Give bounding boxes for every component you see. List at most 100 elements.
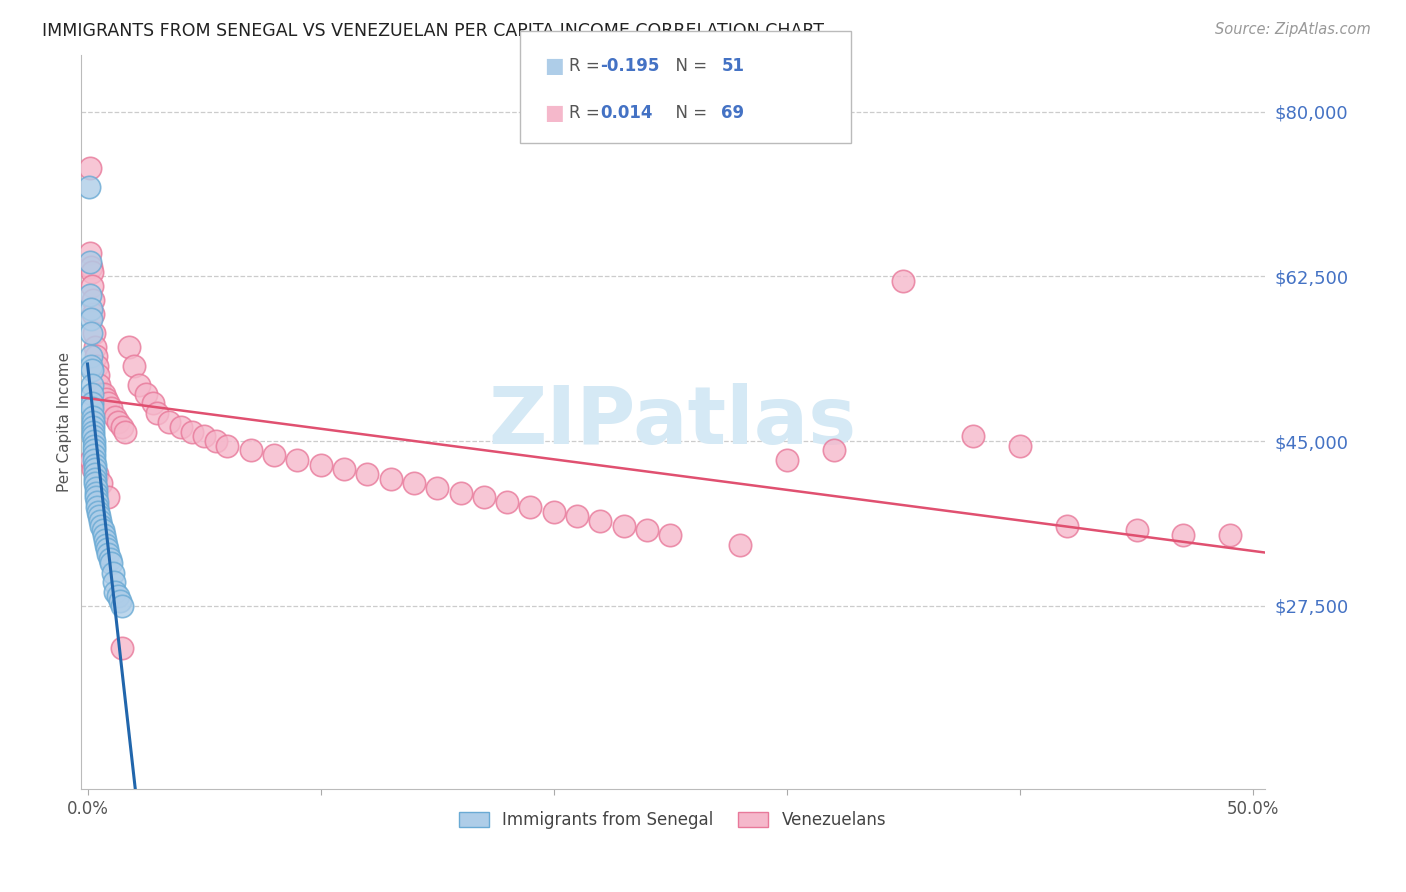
Point xyxy=(93,387,115,401)
Point xyxy=(82,307,104,321)
Point xyxy=(107,589,129,603)
Point xyxy=(426,481,449,495)
Legend: Immigrants from Senegal, Venezuelans: Immigrants from Senegal, Venezuelans xyxy=(453,805,893,836)
Point xyxy=(100,557,122,571)
Point xyxy=(239,443,262,458)
Point xyxy=(96,392,118,406)
Point xyxy=(108,594,131,608)
Point xyxy=(86,359,108,373)
Point xyxy=(80,311,103,326)
Point xyxy=(98,551,121,566)
Point xyxy=(589,514,612,528)
Point xyxy=(128,377,150,392)
Point xyxy=(380,472,402,486)
Point xyxy=(82,387,104,401)
Point xyxy=(111,641,134,656)
Point xyxy=(83,467,105,481)
Point xyxy=(80,359,103,373)
Point xyxy=(90,476,112,491)
Point xyxy=(157,415,180,429)
Text: 0.014: 0.014 xyxy=(600,103,652,121)
Point xyxy=(87,505,110,519)
Point xyxy=(114,425,136,439)
Point xyxy=(263,448,285,462)
Point xyxy=(1125,524,1147,538)
Point xyxy=(83,326,105,340)
Point xyxy=(80,377,103,392)
Point xyxy=(79,255,101,269)
Point xyxy=(80,326,103,340)
Y-axis label: Per Capita Income: Per Capita Income xyxy=(58,352,72,492)
Point xyxy=(83,439,105,453)
Point xyxy=(97,547,120,561)
Point xyxy=(962,429,984,443)
Point xyxy=(450,485,472,500)
Point xyxy=(333,462,356,476)
Point xyxy=(84,349,107,363)
Point xyxy=(82,278,104,293)
Point xyxy=(83,434,105,448)
Point xyxy=(893,274,915,288)
Point xyxy=(1219,528,1241,542)
Text: ■: ■ xyxy=(544,56,564,77)
Point xyxy=(111,599,134,613)
Point xyxy=(111,420,134,434)
Point xyxy=(104,584,127,599)
Point xyxy=(82,396,104,410)
Point xyxy=(83,340,105,354)
Point xyxy=(730,537,752,551)
Point xyxy=(80,349,103,363)
Point xyxy=(79,288,101,302)
Point xyxy=(97,491,120,505)
Text: 51: 51 xyxy=(721,57,744,76)
Point xyxy=(86,467,108,481)
Point xyxy=(135,387,157,401)
Point xyxy=(496,495,519,509)
Point xyxy=(89,377,111,392)
Point xyxy=(82,415,104,429)
Point xyxy=(118,340,141,354)
Point xyxy=(823,443,845,458)
Point xyxy=(613,518,636,533)
Point xyxy=(79,245,101,260)
Point xyxy=(79,180,101,194)
Point xyxy=(193,429,215,443)
Point xyxy=(776,452,799,467)
Point xyxy=(82,462,104,476)
Point xyxy=(82,293,104,307)
Point xyxy=(1173,528,1195,542)
Point xyxy=(519,500,541,514)
Point xyxy=(1056,518,1078,533)
Point xyxy=(659,528,682,542)
Point xyxy=(107,415,129,429)
Point xyxy=(80,452,103,467)
Point xyxy=(86,491,108,505)
Point xyxy=(543,505,565,519)
Text: -0.195: -0.195 xyxy=(600,57,659,76)
Point xyxy=(82,429,104,443)
Point xyxy=(217,439,239,453)
Point xyxy=(565,509,588,524)
Text: IMMIGRANTS FROM SENEGAL VS VENEZUELAN PER CAPITA INCOME CORRELATION CHART: IMMIGRANTS FROM SENEGAL VS VENEZUELAN PE… xyxy=(42,22,824,40)
Point xyxy=(309,458,332,472)
Point xyxy=(1010,439,1032,453)
Text: R =: R = xyxy=(569,57,606,76)
Point xyxy=(84,472,107,486)
Point xyxy=(80,264,103,278)
Point xyxy=(84,476,107,491)
Point xyxy=(89,514,111,528)
Point xyxy=(356,467,378,481)
Point xyxy=(90,387,112,401)
Point xyxy=(122,359,145,373)
Point xyxy=(79,161,101,175)
Point xyxy=(142,396,165,410)
Point xyxy=(104,410,127,425)
Point xyxy=(100,401,122,415)
Text: Source: ZipAtlas.com: Source: ZipAtlas.com xyxy=(1215,22,1371,37)
Point xyxy=(84,481,107,495)
Point xyxy=(80,260,103,274)
Point xyxy=(181,425,204,439)
Point xyxy=(83,448,105,462)
Point xyxy=(472,491,495,505)
Point xyxy=(83,452,105,467)
